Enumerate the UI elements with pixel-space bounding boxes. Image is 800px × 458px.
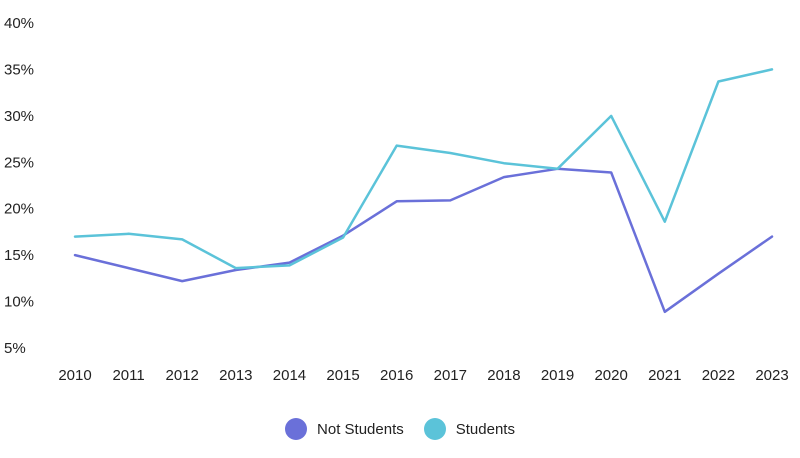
y-tick-label: 30%	[4, 108, 34, 125]
series-lines	[73, 68, 774, 314]
y-tick-label: 40%	[4, 15, 34, 32]
x-tick-label: 2017	[434, 367, 467, 384]
y-tick-label: 10%	[4, 294, 34, 311]
legend: Not Students Students	[0, 418, 800, 440]
x-tick-label: 2014	[273, 367, 306, 384]
x-tick-label: 2020	[594, 367, 627, 384]
x-tick-label: 2015	[326, 367, 359, 384]
x-tick-label: 2023	[755, 367, 788, 384]
x-tick-label: 2013	[219, 367, 252, 384]
legend-label-students: Students	[455, 420, 515, 438]
legend-item-students[interactable]: Students	[423, 418, 515, 440]
y-tick-label: 20%	[4, 201, 34, 218]
legend-item-not-students[interactable]: Not Students	[285, 418, 404, 440]
x-tick-label: 2021	[648, 367, 681, 384]
x-tick-label: 2022	[702, 367, 735, 384]
legend-swatch-students	[423, 418, 446, 440]
x-tick-label: 2011	[112, 367, 144, 384]
legend-label-not-students: Not Students	[317, 420, 404, 438]
y-tick-label: 25%	[4, 154, 34, 171]
x-axis-ticks: 2010 2011 2012 2013 2014 2015 2016 2017 2018 2019…	[58, 367, 788, 384]
series-line-students	[73, 68, 774, 270]
legend-swatch-not-students	[285, 418, 308, 440]
series-line-not-students	[73, 167, 774, 314]
x-tick-label: 2018	[487, 367, 520, 384]
x-tick-label: 2016	[380, 367, 413, 384]
y-tick-label: 35%	[4, 61, 34, 78]
y-axis-ticks: 5% 10% 15% 20% 25% 30% 35% 40%	[4, 15, 34, 357]
x-tick-label: 2012	[166, 367, 199, 384]
y-tick-label: 5%	[4, 340, 26, 357]
y-tick-label: 15%	[4, 247, 34, 264]
line-chart: 5% 10% 15% 20% 25% 30% 35% 40% 2010 2011 2012 2013…	[4, 15, 789, 384]
x-tick-label: 2019	[541, 367, 574, 384]
x-tick-label: 2010	[58, 367, 91, 384]
